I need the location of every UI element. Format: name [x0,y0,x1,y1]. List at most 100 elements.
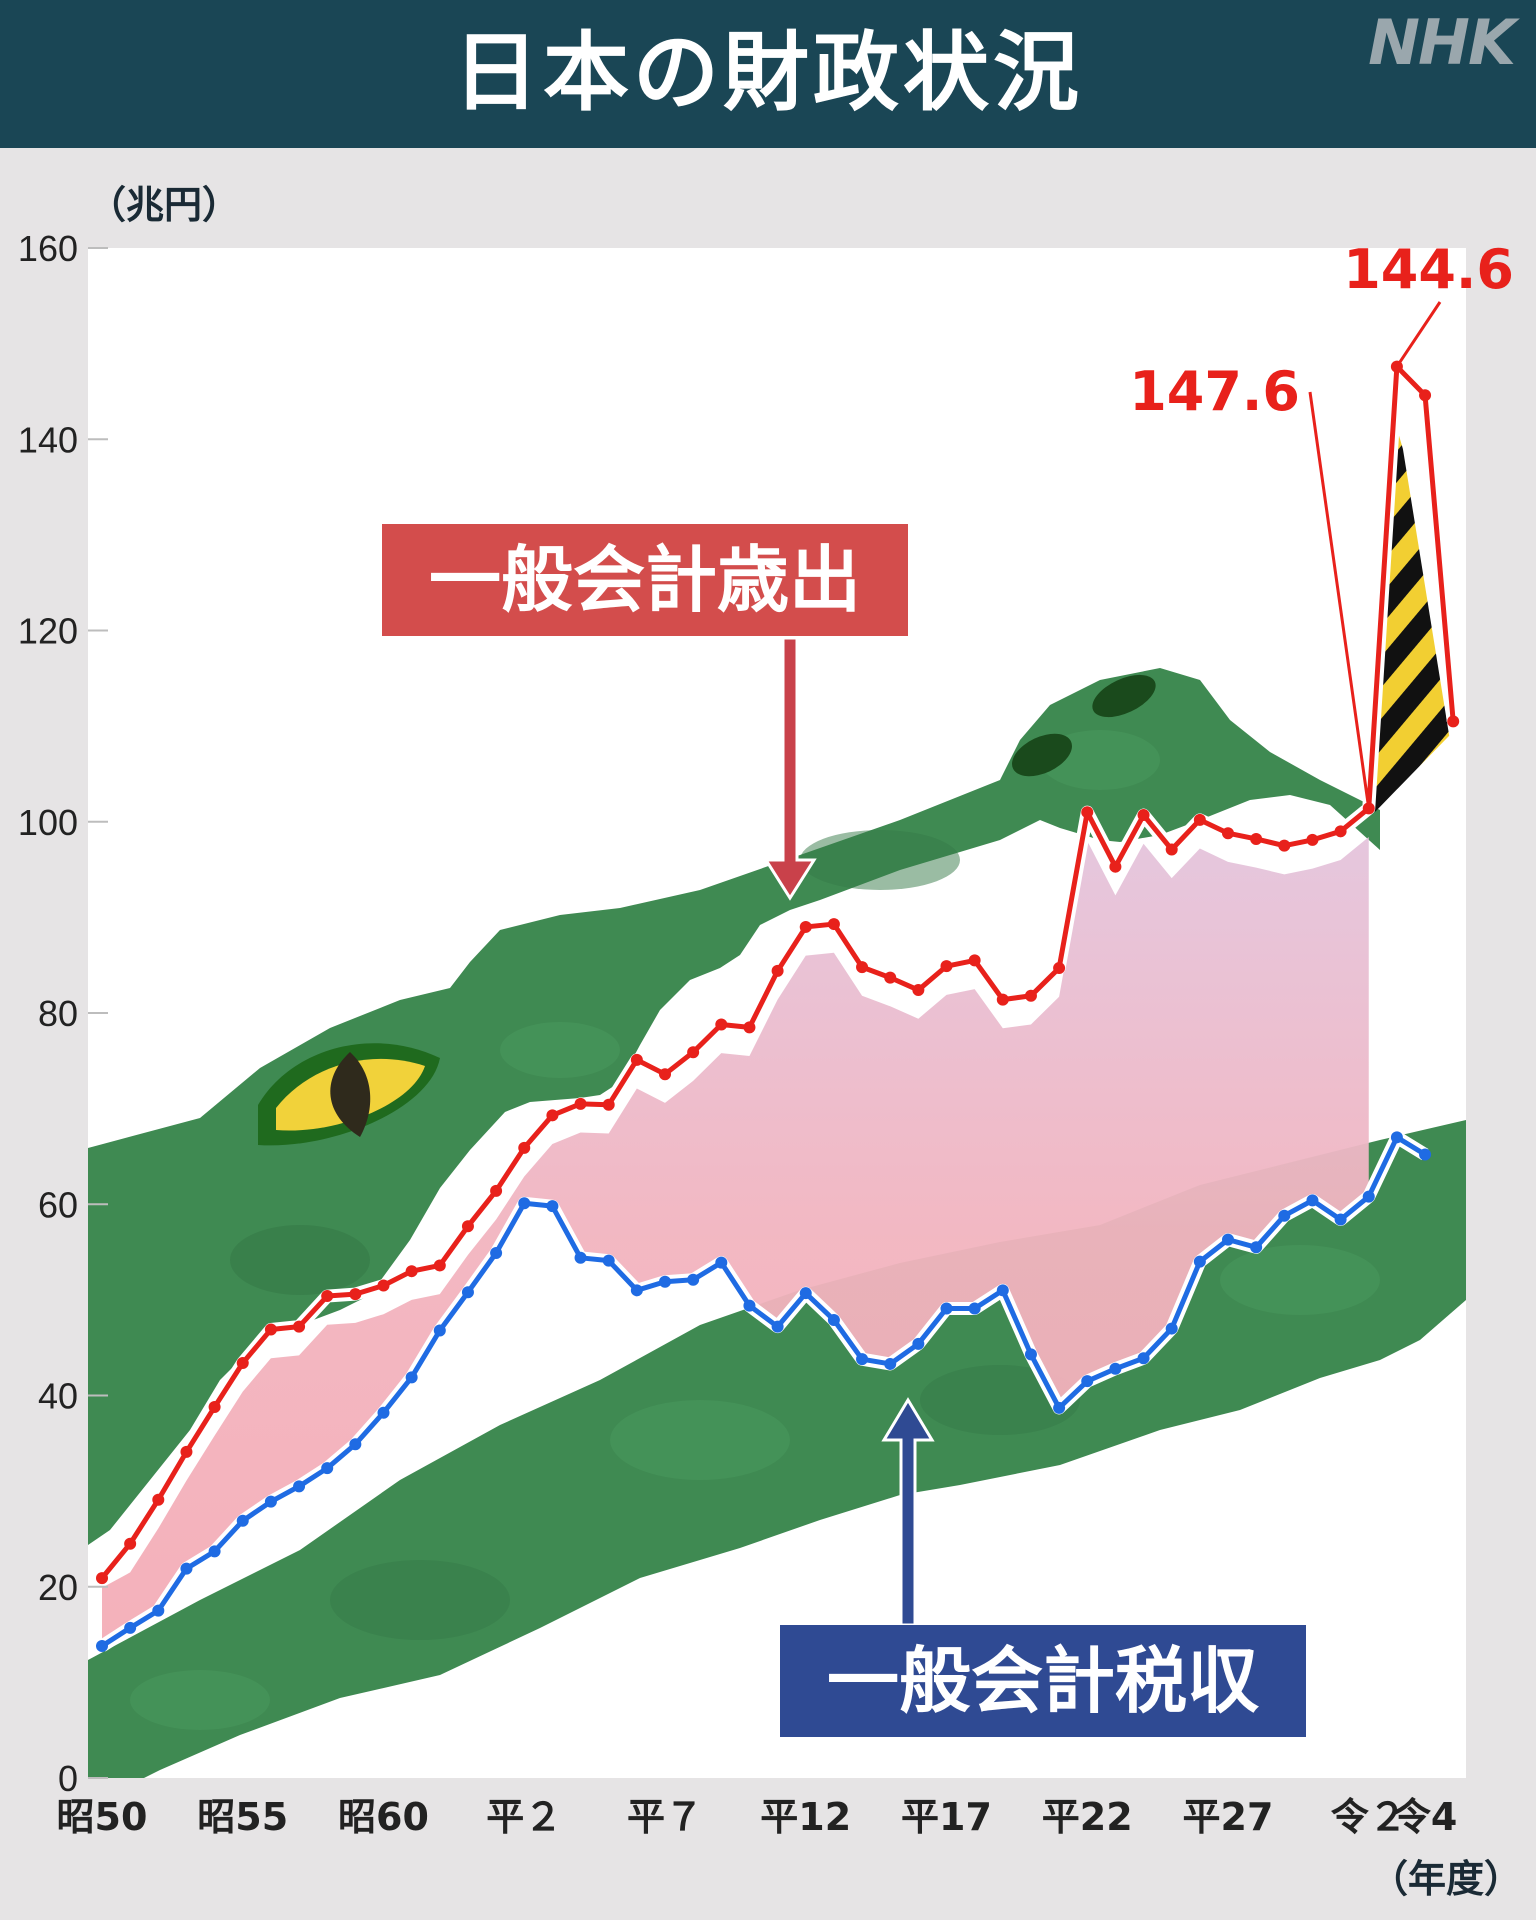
data-point-tax_revenue [293,1480,306,1493]
data-point-expenditure [1193,813,1206,826]
data-point-tax_revenue [1109,1362,1122,1375]
data-point-expenditure [659,1068,671,1081]
data-point-expenditure [1024,989,1037,1002]
data-point-expenditure [518,1141,531,1154]
data-point-expenditure [1278,839,1291,852]
data-point-tax_revenue [1137,1352,1150,1365]
data-point-expenditure [208,1400,221,1413]
data-point-expenditure [912,984,925,997]
data-point-expenditure [349,1288,362,1301]
data-point-tax_revenue [996,1284,1009,1297]
x-tick-label: 平17 [901,1795,992,1839]
data-point-tax_revenue [715,1256,728,1269]
data-point-tax_revenue [659,1275,671,1288]
x-tick-label: 令２ [1331,1795,1407,1839]
data-point-expenditure [1334,825,1347,838]
data-point-expenditure [236,1356,249,1369]
crocodile-eye [258,1043,440,1146]
y-tick-label: 100 [18,802,78,843]
page-title: 日本の財政状況 [453,23,1083,123]
data-point-expenditure [546,1109,559,1122]
y-tick-label: 60 [38,1184,78,1225]
data-point-tax_revenue [1193,1255,1206,1268]
data-point-tax_revenue [152,1604,165,1617]
y-tick-label: 80 [38,993,78,1034]
data-point-expenditure [490,1184,503,1197]
data-point-tax_revenue [1053,1401,1066,1414]
data-point-expenditure [1053,962,1066,975]
data-point-tax_revenue [124,1621,137,1634]
leader-line [1395,301,1442,368]
y-tick-label: 0 [58,1758,78,1799]
x-tick-label: 昭60 [338,1795,429,1839]
data-point-expenditure [405,1265,418,1278]
data-point-tax_revenue [884,1357,897,1370]
data-point-tax_revenue [405,1371,418,1384]
data-point-tax_revenue [518,1197,531,1210]
data-point-tax_revenue [1278,1209,1291,1222]
nhk-logo: NHK [1368,6,1516,79]
x-tick-label: 平22 [1042,1795,1133,1839]
annotation-label: 144.6 [1343,238,1514,301]
data-point-expenditure [461,1220,474,1233]
data-point-expenditure [1222,827,1234,840]
data-point-expenditure [940,960,953,973]
tax-revenue-callout: 一般会計税収 [780,1625,1306,1737]
data-point-expenditure [1447,715,1460,728]
data-point-tax_revenue [799,1287,812,1300]
data-point-expenditure [771,964,784,977]
x-tick-label: 平２ [486,1795,562,1839]
data-point-expenditure [715,1018,728,1031]
data-point-tax_revenue [743,1299,756,1312]
data-point-expenditure [180,1445,193,1458]
data-point-expenditure [968,954,981,967]
data-point-expenditure [124,1537,137,1550]
data-point-expenditure [1306,833,1319,846]
data-point-tax_revenue [827,1313,840,1326]
data-point-expenditure [1419,389,1432,402]
data-point-expenditure [293,1320,306,1333]
data-point-tax_revenue [1306,1194,1319,1207]
header-bar: 日本の財政状況 NHK [0,0,1536,148]
data-point-expenditure [743,1021,756,1034]
data-point-tax_revenue [264,1495,277,1508]
data-point-tax_revenue [912,1337,925,1350]
deficit-gap-area [102,837,1369,1647]
data-point-expenditure [1165,843,1178,856]
data-point-tax_revenue [940,1302,953,1315]
x-tick-label: 平７ [627,1795,703,1839]
leader-line [1308,391,1371,809]
data-point-tax_revenue [461,1286,474,1299]
y-tick-label: 140 [18,419,78,460]
x-tick-label: 平12 [760,1795,851,1839]
data-point-expenditure [996,993,1009,1006]
x-tick-label: 令4 [1393,1795,1457,1839]
x-tick-label: 昭50 [57,1795,148,1839]
data-point-tax_revenue [1250,1241,1263,1254]
data-point-tax_revenue [433,1324,446,1337]
annotation-label: 147.6 [1129,360,1300,423]
data-point-tax_revenue [1024,1348,1037,1361]
data-point-tax_revenue [377,1406,390,1419]
data-point-tax_revenue [1390,1131,1403,1144]
data-point-tax_revenue [546,1200,559,1213]
data-point-expenditure [574,1097,587,1110]
data-point-tax_revenue [490,1247,503,1260]
data-point-tax_revenue [1081,1375,1094,1388]
y-tick-label: 40 [38,1376,78,1417]
y-tick-label: 160 [18,228,78,269]
data-point-expenditure [264,1323,277,1336]
data-point-expenditure [827,918,840,931]
data-point-expenditure [433,1259,446,1272]
data-point-tax_revenue [1362,1190,1375,1203]
data-point-tax_revenue [1222,1233,1234,1246]
data-point-tax_revenue [1334,1213,1347,1226]
data-point-expenditure [630,1053,643,1066]
data-point-expenditure [602,1098,615,1111]
data-point-tax_revenue [349,1438,362,1451]
data-point-expenditure [1137,809,1150,822]
data-point-tax_revenue [321,1462,334,1475]
data-point-tax_revenue [180,1562,193,1575]
y-unit-label: （兆円） [88,183,240,227]
data-point-expenditure [687,1046,700,1059]
